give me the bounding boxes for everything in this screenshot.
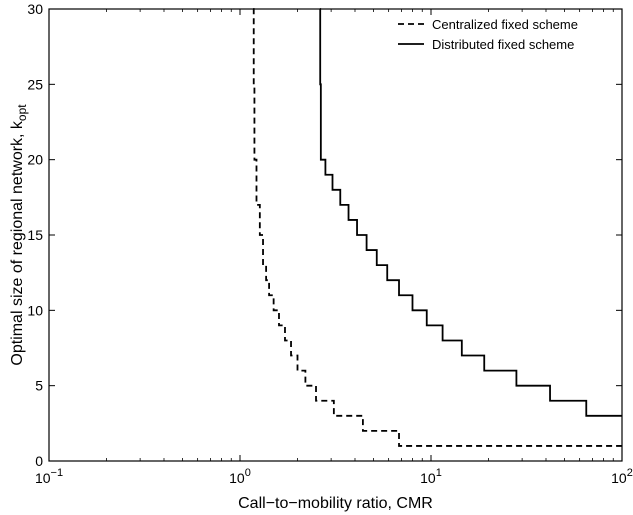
y-tick-label: 25: [27, 76, 43, 92]
y-axis-label-subscript: opt: [15, 104, 29, 121]
label-layer: Call−to−mobility ratio, CMR Optimal size…: [9, 104, 433, 512]
y-axis-label: Optimal size of regional network, kopt: [9, 104, 29, 366]
series-layer: [252, 8, 622, 447]
x-tick-label-base: 10: [611, 470, 627, 486]
y-tick-label: 15: [27, 227, 43, 243]
x-tick-label-exponent: 1: [436, 467, 442, 479]
legend-label: Centralized fixed scheme: [432, 17, 578, 32]
x-tick-label-exponent: 2: [627, 467, 633, 479]
x-tick-label: 10−1: [35, 467, 63, 486]
x-tick-label: 102: [611, 467, 633, 486]
x-tick-label-base: 10: [229, 470, 245, 486]
y-axis-label-main: Optimal size of regional network, k: [9, 120, 26, 366]
series-line-distributed: [319, 8, 622, 417]
y-tick-label: 5: [35, 378, 43, 394]
y-tick-label: 0: [35, 453, 43, 469]
plot-frame: [48, 8, 623, 462]
x-tick-label-exponent: −1: [51, 467, 64, 479]
x-tick-label-exponent: 0: [245, 467, 251, 479]
y-tick-label: 20: [27, 152, 43, 168]
x-tick-label: 100: [229, 467, 251, 486]
legend: Centralized fixed scheme Distributed fixe…: [398, 17, 578, 52]
x-tick-label-base: 10: [420, 470, 436, 486]
x-tick-label: 101: [420, 467, 442, 486]
y-tick-label: 10: [27, 302, 43, 318]
x-axis-label: Call−to−mobility ratio, CMR: [238, 495, 433, 512]
y-tick-label: 30: [27, 1, 43, 17]
legend-label: Distributed fixed scheme: [432, 37, 574, 52]
x-tick-label-base: 10: [35, 470, 51, 486]
plot-area-border: [48, 8, 623, 462]
series-line-centralized: [252, 8, 622, 447]
